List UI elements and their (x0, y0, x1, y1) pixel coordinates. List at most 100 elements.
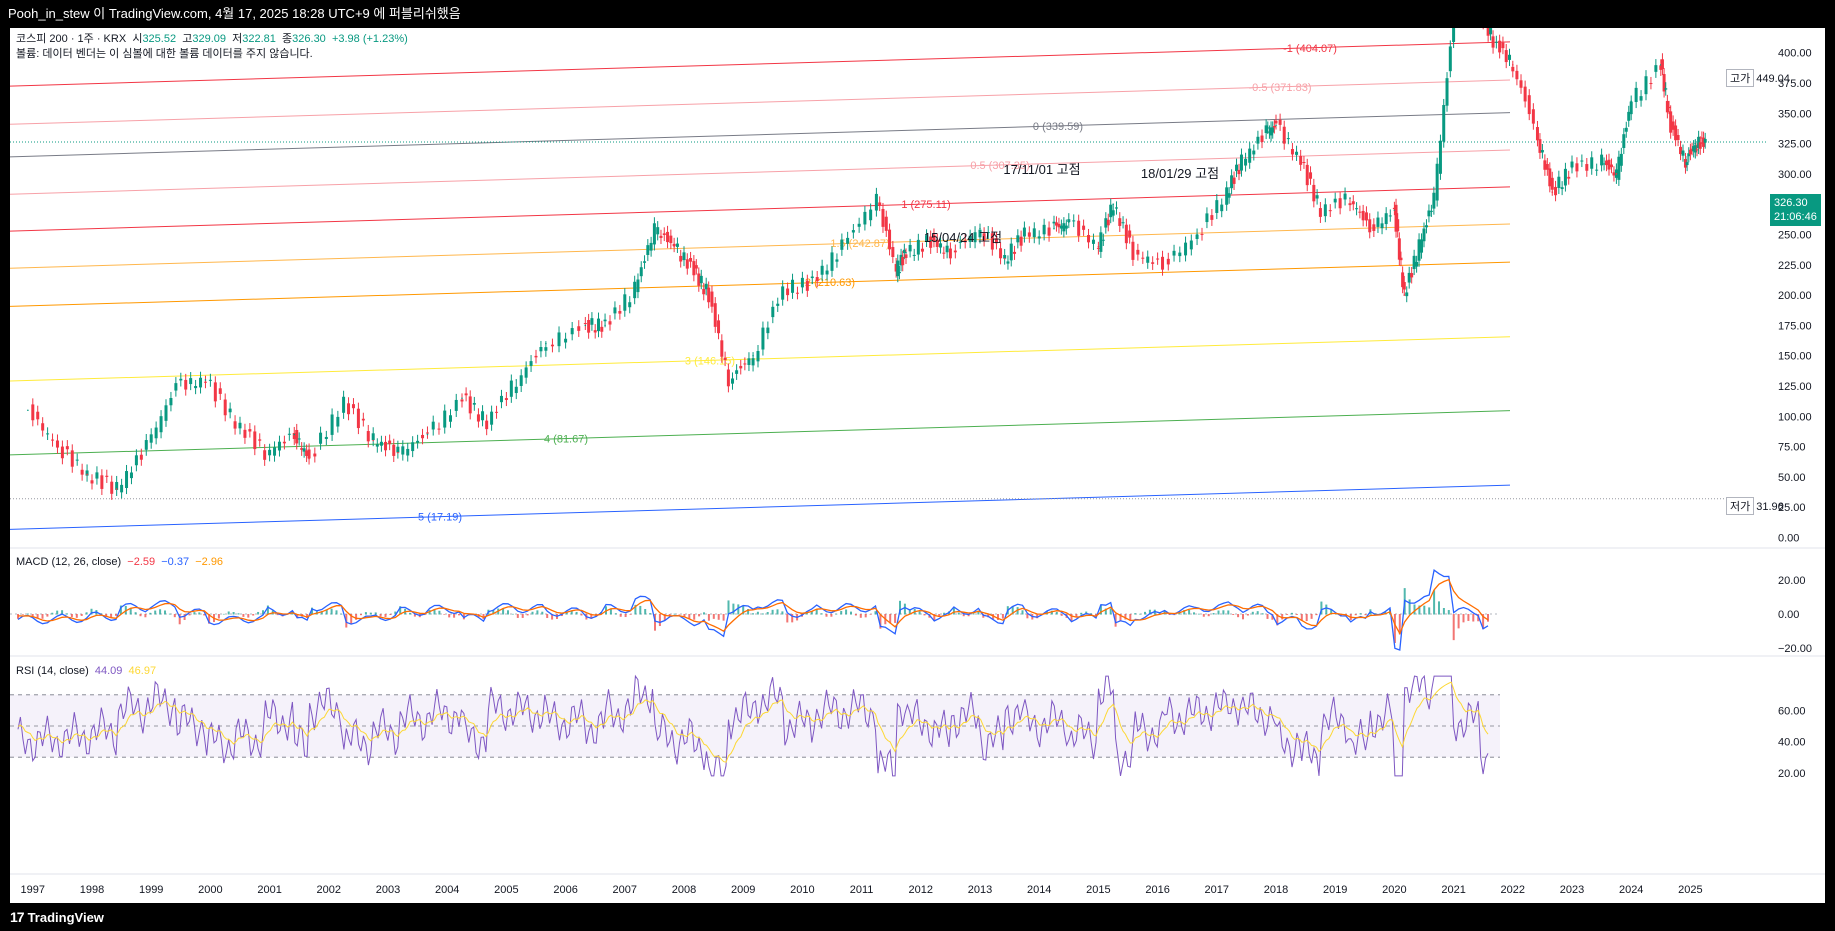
candle-body (524, 367, 528, 378)
macd-hist-bar (31, 614, 34, 616)
candle-body (519, 375, 523, 386)
chart-area[interactable]: 475.00450.00425.00400.00375.00350.00325.… (10, 28, 1825, 903)
chart-svg[interactable]: 475.00450.00425.00400.00375.00350.00325.… (10, 28, 1825, 903)
candle-body (1047, 227, 1051, 236)
macd-hist-bar (105, 614, 108, 617)
candle-body (720, 340, 724, 357)
candle-body (1703, 138, 1707, 143)
candle-body (134, 455, 138, 466)
time-axis-label: 2021 (1441, 884, 1465, 896)
candle-body (685, 259, 689, 269)
candle-body (623, 294, 627, 311)
symbol-name[interactable]: 코스피 200 · 1주 · KRX (16, 33, 127, 45)
price-point (841, 245, 843, 248)
candle-body (608, 321, 612, 325)
price-point (707, 294, 710, 296)
candle-body (1570, 161, 1574, 168)
macd-hist-bar (943, 612, 946, 615)
candle-body (1215, 200, 1219, 213)
candle-body (295, 429, 299, 444)
macd-hist-bar (879, 614, 882, 629)
macd-hist-bar (766, 612, 769, 615)
candle-body (577, 326, 581, 331)
candle-body (1128, 230, 1132, 238)
candle-body (544, 347, 548, 351)
macd-hist-bar (703, 612, 705, 615)
candle-body (633, 281, 637, 299)
candle-body (1557, 176, 1561, 188)
macd-hist-bar (1060, 614, 1063, 616)
publish-header: Pooh_in_stew 이 TradingView.com, 4월 17, 2… (0, 0, 1835, 28)
price-point (1068, 221, 1070, 224)
candle-body (1009, 243, 1013, 261)
candle-body (1184, 242, 1188, 256)
candle-body (223, 399, 227, 416)
candle-body (747, 358, 751, 365)
symbol-legend: 코스피 200 · 1주 · KRX 시325.52 고329.09 저322.… (16, 30, 408, 46)
fib-level-label: 3 (146.15) (685, 355, 735, 367)
macd-hist-bar (737, 604, 740, 615)
fib-level-label: 1.5 (242.87) (830, 238, 889, 250)
macd-hist-bar (663, 614, 666, 621)
candle-body (1096, 247, 1100, 249)
macd-hist-bar (188, 614, 191, 616)
price-point (752, 354, 754, 357)
price-point (693, 270, 695, 272)
candle-body (735, 370, 739, 374)
price-point (1132, 251, 1134, 254)
candle-body (1580, 160, 1584, 162)
annotation-label: 17/11/01 고점 (1003, 162, 1080, 177)
candle-body (723, 357, 727, 361)
time-axis-label: 2002 (317, 884, 341, 896)
macd-hist-bar (394, 611, 397, 615)
price-point (515, 379, 518, 381)
price-point (175, 385, 177, 387)
time-axis-label: 2017 (1205, 884, 1229, 896)
macd-title[interactable]: MACD (12, 26, close) (16, 556, 122, 568)
candle-body (550, 344, 554, 347)
macd-hist-bar (923, 614, 926, 616)
price-point (545, 342, 547, 345)
price-point (653, 227, 656, 230)
candle-body (1064, 225, 1068, 229)
candle-body (319, 432, 323, 444)
candle-body (95, 472, 99, 479)
candle-body (973, 232, 977, 243)
candle-body (297, 438, 301, 440)
tradingview-logo[interactable]: 17 TradingView (10, 909, 104, 925)
macd-hist-bar (859, 614, 862, 618)
macd-hist-bar (1315, 614, 1318, 616)
candle-body (324, 436, 328, 440)
candle-body (1124, 224, 1128, 244)
macd-hist-bar (453, 614, 456, 618)
candle-body (1417, 239, 1421, 261)
candle-body (1309, 172, 1313, 179)
price-point (875, 197, 878, 199)
candle-body (472, 402, 476, 405)
candle-body (643, 261, 647, 263)
candle-body (1244, 158, 1248, 166)
candle-body (60, 446, 64, 459)
high-tag-label: 고가 (1726, 69, 1755, 87)
macd-hist-bar (712, 614, 715, 619)
candle-body (1364, 212, 1368, 221)
macd-hist-bar (1413, 604, 1416, 615)
price-point (461, 397, 463, 399)
macd-hist-bar (252, 614, 255, 616)
rsi-tick: 20.00 (1778, 768, 1806, 780)
macd-hist-bar (1202, 614, 1205, 617)
last-price: 326.30 (1774, 197, 1808, 209)
candle-body (1662, 74, 1666, 92)
time-axis-label: 2005 (494, 884, 518, 896)
macd-hist-bar (1330, 609, 1333, 615)
candle-body (1237, 169, 1241, 175)
macd-hist-bar (389, 614, 392, 616)
price-point (1225, 191, 1228, 193)
candle-body (618, 311, 622, 314)
rsi-title[interactable]: RSI (14, close) (16, 665, 89, 677)
candle-body (1438, 140, 1442, 174)
candle-body (1415, 261, 1419, 267)
candle-body (874, 193, 878, 211)
macd-hist-bar (526, 614, 529, 616)
price-point (308, 457, 310, 460)
